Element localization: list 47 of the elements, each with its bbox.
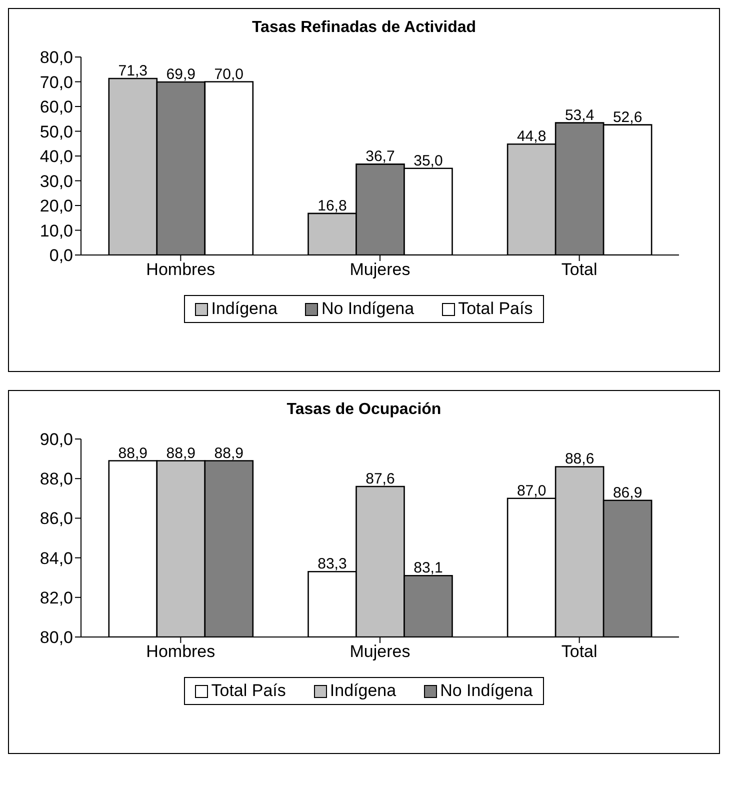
y-tick-label: 80,0 [40, 628, 73, 648]
y-tick-label: 80,0 [40, 48, 73, 68]
y-tick-label: 10,0 [40, 221, 73, 240]
x-tick-label: Total [561, 642, 598, 662]
data-label: 44,8 [516, 128, 546, 146]
data-label: 87,0 [516, 482, 546, 500]
y-tick-label: 82,0 [40, 588, 73, 608]
data-label: 36,7 [366, 148, 395, 166]
data-label: 87,6 [366, 470, 395, 488]
y-tick-label: 84,0 [40, 548, 73, 568]
x-tick-label: Hombres [146, 260, 216, 280]
data-label: 88,9 [118, 444, 148, 462]
data-label: 70,0 [214, 66, 244, 83]
y-tick-label: 70,0 [40, 72, 73, 92]
legend-label: Indígena [210, 299, 278, 319]
y-tick-label: 0,0 [49, 246, 73, 266]
y-tick-label: 88,0 [40, 470, 73, 489]
legend-label: Total País [457, 299, 533, 319]
x-tick-label: Mujeres [350, 642, 410, 662]
x-tick-label: Mujeres [350, 260, 410, 280]
chart-title: Tasas Refinadas de Actividad [250, 19, 478, 37]
chart-title: Tasas de Ocupación [286, 401, 442, 419]
y-tick-label: 40,0 [40, 147, 73, 166]
x-tick-label: Hombres [146, 642, 216, 662]
legend-label: Total País [210, 681, 286, 701]
data-label: 53,4 [564, 106, 594, 124]
y-tick-label: 30,0 [40, 172, 73, 191]
data-label: 16,8 [318, 197, 347, 214]
legend-label: Indígena [328, 681, 396, 701]
data-label: 52,6 [612, 108, 642, 126]
data-label: 88,9 [166, 444, 196, 462]
data-label: 71,3 [118, 62, 148, 80]
y-tick-label: 86,0 [40, 509, 73, 528]
data-label: 86,9 [612, 484, 642, 502]
y-tick-label: 20,0 [40, 196, 73, 216]
data-label: 88,9 [214, 444, 244, 462]
legend-label: No Indígena [320, 299, 414, 319]
data-label: 83,3 [318, 556, 347, 573]
y-tick-label: 50,0 [40, 122, 73, 142]
data-label: 35,0 [414, 152, 443, 170]
y-tick-label: 90,0 [40, 430, 73, 450]
data-label: 88,6 [564, 450, 594, 468]
data-label: 69,9 [166, 66, 196, 83]
y-tick-label: 60,0 [40, 98, 73, 117]
x-tick-label: Total [561, 260, 598, 280]
data-label: 83,1 [414, 560, 443, 577]
legend-label: No Indígena [439, 681, 533, 701]
